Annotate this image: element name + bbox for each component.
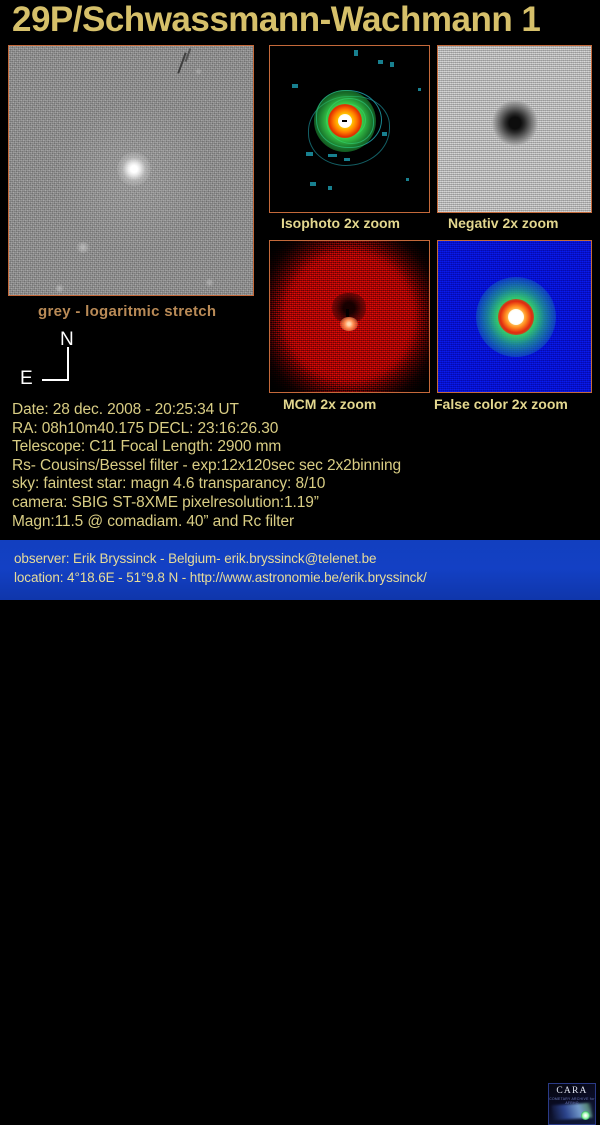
false-color-canvas <box>438 241 591 392</box>
cara-logo[interactable]: CARA COMETARY ARCHIVE for AFRHO <box>548 1083 596 1125</box>
footer-location: location: 4°18.6E - 51°9.8 N - http://ww… <box>14 570 427 585</box>
isophoto-contour-dot <box>306 152 313 156</box>
negativ-panel <box>437 45 592 213</box>
mcm-panel-caption: MCM 2x zoom <box>283 396 377 412</box>
compass-east-axis <box>42 379 69 381</box>
field-star <box>55 284 64 293</box>
data-line-date: Date: 28 dec. 2008 - 20:25:34 UT <box>12 401 239 418</box>
isophoto-canvas <box>270 46 429 212</box>
false-color-core <box>508 309 524 325</box>
field-star <box>195 68 202 75</box>
mcm-nucleus-marker <box>346 309 349 317</box>
data-line-coords: RA: 08h10m40.175 DECL: 23:16:26.30 <box>12 419 279 437</box>
cara-logo-subtext: COMETARY ARCHIVE for AFRHO <box>549 1097 595 1105</box>
mcm-panel <box>269 240 430 393</box>
grey-image-canvas <box>9 46 253 295</box>
isophoto-contour-dot <box>310 182 316 186</box>
compass-north-axis <box>67 347 69 381</box>
data-line-camera: camera: SBIG ST-8XME pixelresolution:1.1… <box>12 493 319 511</box>
grey-image-panel <box>8 45 254 296</box>
footer-bar: observer: Erik Bryssinck - Belgium- erik… <box>0 540 600 1125</box>
cara-logo-text: CARA <box>556 1086 588 1096</box>
field-star <box>205 278 214 287</box>
isophoto-panel <box>269 45 430 213</box>
false-color-panel-caption: False color 2x zoom <box>434 396 568 412</box>
isophoto-contour-dot <box>328 154 337 157</box>
footer-observer: observer: Erik Bryssinck - Belgium- erik… <box>14 551 377 566</box>
comet-coma <box>117 152 151 186</box>
field-star <box>75 242 91 253</box>
negativ-comet-blob <box>492 100 538 146</box>
data-line-sky: sky: faintest star: magn 4.6 transparanc… <box>12 475 326 493</box>
isophoto-contour-dot <box>354 50 358 56</box>
isophoto-contour-dot <box>378 60 383 64</box>
isophoto-contour-dot <box>328 186 332 190</box>
compass-north-label: N <box>60 329 74 350</box>
data-line-filter: Rs- Cousins/Bessel filter - exp:12x120se… <box>12 456 401 474</box>
compass-east-label: E <box>20 368 33 389</box>
cara-comet-head-icon <box>581 1111 590 1120</box>
negativ-canvas <box>438 46 591 212</box>
data-line-magnitude: Magn:11.5 @ comadiam. 40” and Rc filter <box>12 512 295 530</box>
negativ-panel-caption: Negativ 2x zoom <box>448 215 559 231</box>
isophoto-panel-caption: Isophoto 2x zoom <box>281 215 400 231</box>
isophoto-contour-dot <box>292 84 298 88</box>
false-color-panel <box>437 240 592 393</box>
isophoto-nucleus-marker <box>342 120 347 122</box>
observation-data-block: Date: 28 dec. 2008 - 20:25:34 UT RA: 08h… <box>12 401 592 531</box>
isophoto-contour-dot <box>382 132 387 136</box>
isophoto-contour-dot <box>344 158 350 161</box>
mcm-canvas <box>270 241 429 392</box>
isophoto-contour-dot <box>406 178 409 181</box>
isophoto-contour-dot <box>390 62 394 67</box>
isophoto-contour-dot <box>418 88 421 91</box>
compass-rose: N E <box>20 329 112 395</box>
mcm-bright-knot <box>340 317 358 331</box>
grey-panel-caption: grey - logaritmic stretch <box>38 303 217 320</box>
data-line-telescope: Telescope: C11 Focal Length: 2900 mm <box>12 438 282 456</box>
page-title: 29P/Schwassmann-Wachmann 1 <box>12 0 541 39</box>
